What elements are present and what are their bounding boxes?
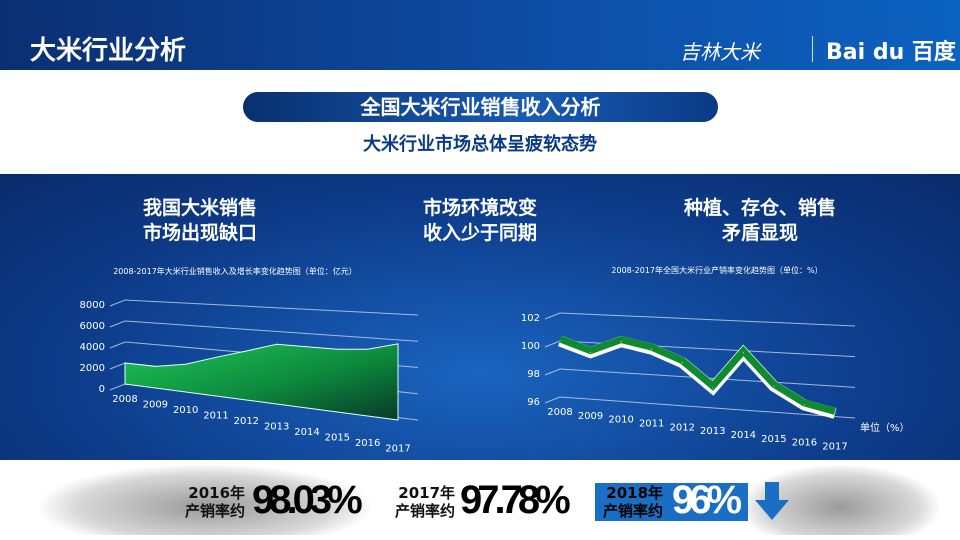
data-point bbox=[336, 348, 338, 350]
x-tick-label: 2009 bbox=[143, 400, 168, 411]
x-tick-label: 2017 bbox=[822, 442, 847, 453]
y-tick-label: 2000 bbox=[80, 363, 105, 374]
x-tick-label: 2010 bbox=[608, 415, 633, 426]
jilin-rice-logo: 吉林大米 bbox=[680, 40, 760, 64]
y-tick-label: 4000 bbox=[80, 342, 105, 353]
data-point bbox=[154, 365, 156, 367]
stat-value-2016: 98.03% bbox=[252, 478, 363, 522]
data-point bbox=[803, 404, 805, 406]
data-point bbox=[185, 363, 187, 365]
x-tick-label: 2009 bbox=[578, 411, 603, 422]
x-tick-label: 2015 bbox=[325, 433, 350, 444]
chart1-title: 2008-2017年大米行业销售收入及增长率变化趋势图（单位：亿元） bbox=[113, 266, 357, 276]
y-tick-label: 0 bbox=[99, 384, 105, 395]
gridline bbox=[109, 299, 419, 316]
highlight-text: 收入少于同期 bbox=[422, 222, 537, 244]
data-point bbox=[773, 385, 775, 387]
stat-year: 2018年 bbox=[606, 484, 664, 502]
header-bar: 大米行业分析 吉林大米 Bai du 百度 bbox=[0, 0, 960, 70]
x-tick-label: 2014 bbox=[294, 427, 319, 438]
x-tick-label: 2008 bbox=[547, 407, 572, 418]
stat-2016: 2016年 产销率约 bbox=[185, 484, 245, 520]
stat-2018: 2018年 产销率约 bbox=[603, 484, 663, 520]
x-tick-label: 2017 bbox=[385, 444, 410, 455]
x-tick-label: 2016 bbox=[355, 438, 380, 449]
chart-panel bbox=[0, 174, 960, 460]
logo-divider bbox=[812, 36, 813, 62]
y-tick-label: 6000 bbox=[80, 321, 105, 332]
data-point bbox=[681, 362, 683, 364]
data-point bbox=[834, 412, 836, 414]
highlight-1: 我国大米销售 市场出现缺口 bbox=[120, 196, 280, 246]
x-tick-label: 2010 bbox=[173, 405, 198, 416]
highlight-2: 市场环境改变 收入少于同期 bbox=[400, 196, 560, 246]
y-tick-label: 102 bbox=[521, 313, 540, 324]
x-tick-label: 2014 bbox=[731, 430, 756, 441]
highlight-text: 市场出现缺口 bbox=[142, 222, 257, 244]
x-tick-label: 2013 bbox=[700, 426, 725, 437]
highlight-text: 我国大米销售 bbox=[142, 197, 257, 219]
highlight-text: 矛盾显现 bbox=[721, 222, 798, 244]
x-tick-label: 2015 bbox=[761, 434, 786, 445]
y-tick-label: 96 bbox=[527, 397, 540, 408]
stat-year: 2017年 bbox=[398, 484, 456, 502]
x-tick-label: 2008 bbox=[112, 394, 137, 405]
data-point bbox=[742, 352, 744, 354]
y-tick-label: 100 bbox=[521, 341, 540, 352]
gridline bbox=[544, 312, 856, 327]
section-banner: 全国大米行业销售收入分析 bbox=[243, 92, 718, 122]
gridline bbox=[544, 396, 856, 419]
data-point bbox=[306, 346, 308, 348]
stat-label: 产销率约 bbox=[603, 502, 664, 520]
stat-value-2017: 97.78% bbox=[460, 478, 571, 522]
data-point bbox=[215, 356, 217, 358]
data-point bbox=[367, 348, 369, 350]
gridline bbox=[109, 320, 419, 342]
gridline bbox=[544, 368, 856, 388]
x-tick-label: 2016 bbox=[792, 438, 817, 449]
y-tick-label: 98 bbox=[527, 369, 540, 380]
data-point bbox=[397, 343, 399, 345]
highlight-text: 种植、存仓、销售 bbox=[683, 197, 836, 219]
x-tick-label: 2011 bbox=[639, 419, 664, 430]
data-point bbox=[590, 352, 592, 354]
highlight-box-2018 bbox=[595, 483, 748, 521]
baidu-logo: Bai du 百度 bbox=[826, 40, 956, 65]
x-tick-label: 2011 bbox=[203, 411, 228, 422]
stat-value-2018: 96% bbox=[672, 478, 742, 522]
line-series bbox=[558, 335, 836, 415]
page-title: 大米行业分析 bbox=[30, 36, 187, 66]
area-series bbox=[124, 343, 399, 421]
stat-year: 2016年 bbox=[188, 484, 246, 502]
data-point bbox=[712, 387, 714, 389]
highlight-text: 市场环境改变 bbox=[422, 197, 537, 219]
chart2-unit-label: 单位（%） bbox=[860, 421, 910, 434]
stat-label: 产销率约 bbox=[395, 502, 456, 520]
highlight-3: 种植、存仓、销售 矛盾显现 bbox=[660, 196, 860, 246]
y-tick-label: 8000 bbox=[80, 300, 105, 311]
data-point bbox=[559, 340, 561, 342]
data-point bbox=[651, 348, 653, 350]
stat-2017: 2017年 产销率约 bbox=[395, 484, 455, 520]
mountain-image-left bbox=[40, 465, 370, 535]
x-tick-label: 2012 bbox=[234, 416, 259, 427]
section-subtitle: 大米行业市场总体呈疲软态势 bbox=[363, 134, 597, 155]
chart2-title: 2008-2017年全国大米行业产销率变化趋势图（单位：%） bbox=[611, 265, 822, 275]
data-point bbox=[245, 350, 247, 352]
data-point bbox=[276, 343, 278, 345]
data-point bbox=[620, 341, 622, 343]
data-point bbox=[124, 362, 126, 364]
x-tick-label: 2013 bbox=[264, 422, 289, 433]
x-tick-label: 2012 bbox=[669, 422, 694, 433]
stat-label: 产销率约 bbox=[185, 502, 246, 520]
down-arrow-icon bbox=[755, 482, 789, 520]
